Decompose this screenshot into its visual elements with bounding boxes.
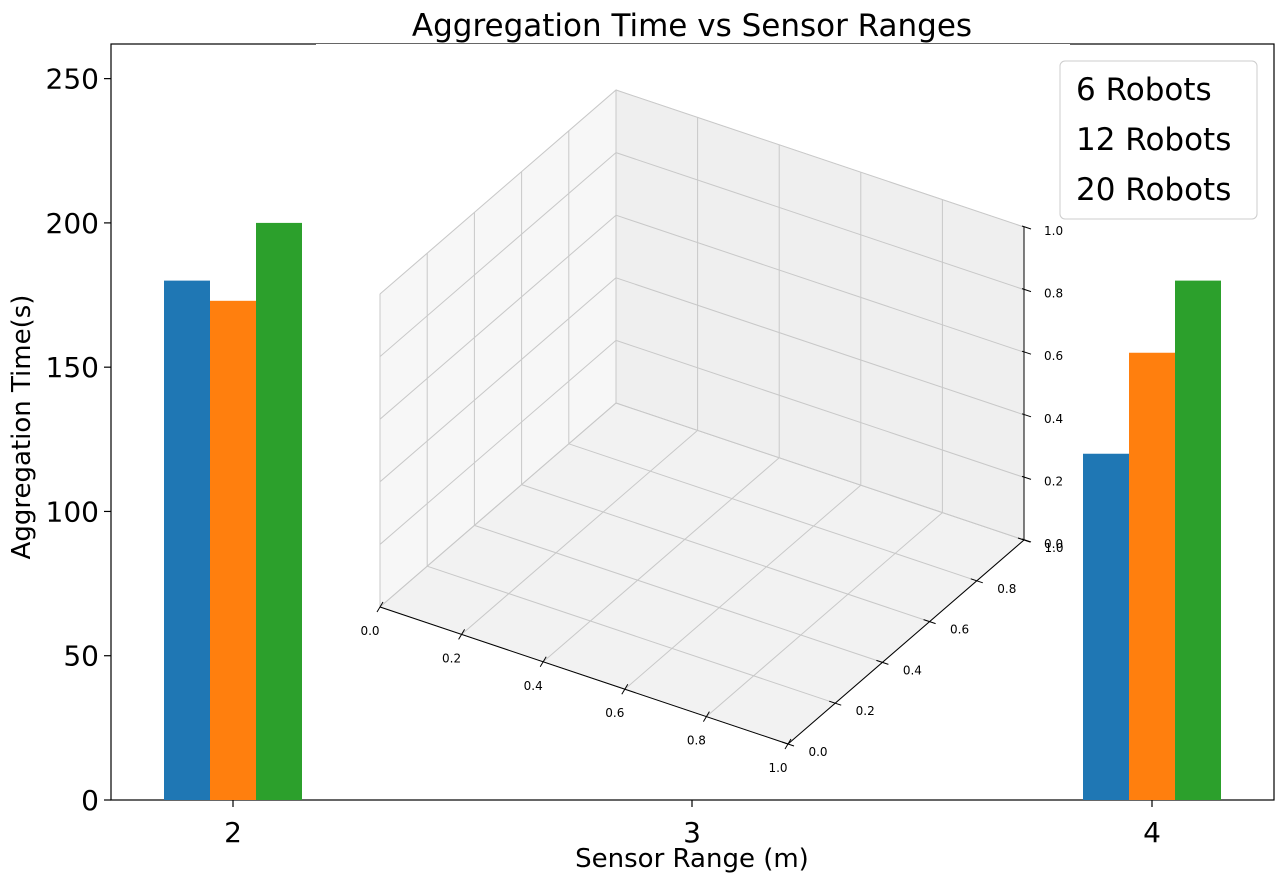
- legend-box: [1059, 60, 1258, 220]
- inset-y-tick-mark: [970, 578, 983, 584]
- inset-grid-line: [379, 152, 617, 357]
- inset-grid-line: [542, 457, 780, 663]
- y-axis-label: Aggregation Time(s): [7, 295, 37, 560]
- inset-3d-axes: 0.00.20.40.60.81.00.00.20.40.60.81.00.00…: [316, 44, 1070, 799]
- y-tick-label: 100: [46, 495, 99, 528]
- inset-x-tick-mark: [376, 601, 384, 613]
- inset-grid-line: [615, 214, 1025, 353]
- inset-z-tick-label: 1.0: [1044, 224, 1063, 238]
- inset-z-tick-mark: [1021, 475, 1032, 480]
- inset-grid-line: [706, 512, 943, 717]
- inset-axis-lines: [379, 227, 1025, 745]
- inset-grid-line: [379, 214, 617, 420]
- inset-x-tick-label: 0.2: [442, 651, 461, 665]
- inset-z-tick-mark: [1021, 350, 1032, 355]
- inset-ticks: 0.00.20.40.60.81.00.00.20.40.60.81.00.00…: [360, 224, 1063, 775]
- inset-z-tick-label: 0.2: [1044, 474, 1063, 488]
- inset-grid-line: [615, 277, 1025, 416]
- bar: [164, 280, 210, 800]
- inset-x-tick-label: 0.8: [687, 734, 706, 748]
- inset-grid-line: [379, 340, 617, 545]
- y-tick-label: 250: [46, 63, 99, 96]
- inset-y-tick-label: 0.0: [808, 745, 827, 759]
- x-tick-label: 3: [683, 816, 701, 849]
- inset-x-tick-mark: [539, 656, 547, 668]
- main-axes: 0 50 100 150 200 250 2 3 4: [46, 43, 1275, 849]
- inset-x-axis-line: [379, 606, 789, 745]
- y-ticks: 0 50 100 150 200 250: [46, 63, 111, 817]
- bar: [210, 300, 256, 800]
- inset-x-tick-label: 0.6: [605, 706, 624, 720]
- inset-panes: [379, 88, 1025, 745]
- y-tick-label: 0: [81, 784, 99, 817]
- inset-z-tick-mark: [1021, 288, 1032, 293]
- y-tick-label: 150: [46, 351, 99, 384]
- inset-grid-line: [379, 89, 617, 295]
- inset-x-tick-mark: [702, 711, 710, 722]
- inset-z-tick-label: 0.0: [1044, 537, 1063, 551]
- inset-z-tick-mark: [1021, 225, 1032, 230]
- bar: [256, 222, 302, 800]
- inset-x-tick-label: 1.0: [768, 761, 787, 775]
- bar: [1175, 280, 1221, 800]
- inset-x-tick-label: 0.4: [524, 679, 543, 693]
- inset-y-tick-label: 0.8: [997, 582, 1016, 596]
- y-tick-label: 50: [63, 640, 99, 673]
- inset-y-tick-mark: [923, 619, 936, 625]
- bars: [164, 222, 1221, 800]
- bar: [1083, 453, 1129, 800]
- legend-label: 12 Robots: [1076, 122, 1231, 158]
- inset-grid-line: [474, 524, 883, 663]
- inset-y-tick-mark: [781, 741, 795, 747]
- inset-grid-line: [461, 430, 698, 635]
- inset-z-tick-mark: [1021, 413, 1032, 418]
- inset-grid-line: [427, 565, 836, 704]
- inset-grid-line: [615, 402, 1025, 541]
- x-axis-label: Sensor Range (m): [575, 844, 809, 874]
- inset-grid-line: [615, 89, 1025, 228]
- inset-grid-line: [379, 402, 617, 608]
- inset-z-tick-label: 0.4: [1044, 412, 1063, 426]
- inset-grid-line: [624, 484, 862, 690]
- inset-grid-line: [568, 443, 977, 582]
- x-ticks: 2 3 4: [224, 800, 1161, 849]
- inset-y-tick-mark: [829, 700, 842, 706]
- bar: [1129, 352, 1175, 800]
- x-tick-label: 2: [224, 816, 242, 849]
- legend-label: 6 Robots: [1076, 72, 1212, 108]
- inset-y-tick-mark: [876, 659, 889, 665]
- inset-grid-line: [615, 339, 1025, 478]
- inset-z-tick-mark: [1021, 538, 1032, 543]
- legend-label: 20 Robots: [1076, 172, 1231, 208]
- inset-y-tick-label: 0.4: [903, 663, 922, 677]
- inset-x-tick-label: 0.0: [360, 624, 379, 638]
- legend-items: 6 Robots 12 Robots 20 Robots: [1076, 72, 1231, 208]
- inset-y-tick-label: 0.2: [856, 704, 875, 718]
- inset-grid-line: [379, 277, 617, 483]
- legend: 6 Robots 12 Robots 20 Robots: [1059, 60, 1258, 220]
- inset-grid-line: [521, 484, 930, 623]
- inset-y-tick-label: 1.0: [1044, 541, 1063, 555]
- y-tick-label: 200: [46, 207, 99, 240]
- inset-y-axis-line: [787, 539, 1025, 745]
- inset-y-tick-label: 0.6: [950, 623, 969, 637]
- inset-x-tick-mark: [458, 629, 466, 640]
- inset-z-tick-label: 0.8: [1044, 287, 1063, 301]
- inset-z-tick-label: 0.6: [1044, 349, 1063, 363]
- x-tick-label: 4: [1143, 816, 1161, 849]
- inset-grid-line: [615, 152, 1025, 291]
- chart-title: Aggregation Time vs Sensor Ranges: [412, 8, 972, 44]
- inset-x-tick-mark: [621, 683, 629, 695]
